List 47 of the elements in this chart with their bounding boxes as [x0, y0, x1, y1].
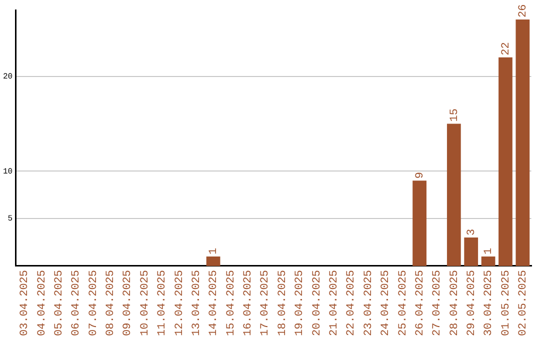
x-tick-label: 09.04.2025	[122, 270, 134, 336]
bar	[464, 238, 478, 266]
x-tick-label: 25.04.2025	[397, 270, 410, 336]
x-tick-label: 24.04.2025	[380, 270, 392, 336]
x-tick-label: 11.04.2025	[156, 270, 169, 336]
data-label: 1	[483, 248, 496, 255]
x-tick-label: 20.04.2025	[311, 270, 324, 336]
data-label: 1	[208, 248, 220, 255]
x-tick-label: 05.04.2025	[53, 270, 66, 336]
data-label: 22	[500, 42, 512, 56]
x-tick-label: 30.04.2025	[483, 270, 496, 336]
x-tick-label: 03.04.2025	[19, 270, 32, 336]
x-tick-label: 15.04.2025	[225, 270, 238, 336]
x-tick-label: 18.04.2025	[276, 270, 289, 336]
x-tick-label: 06.04.2025	[70, 270, 83, 336]
x-tick-label: 19.04.2025	[294, 270, 306, 336]
x-tick-label: 02.05.2025	[518, 270, 530, 336]
bar	[481, 256, 496, 266]
bar	[206, 256, 220, 266]
data-label: 3	[466, 228, 478, 236]
bar	[446, 124, 461, 266]
x-tick-label: 10.04.2025	[139, 270, 152, 336]
x-tick-label: 21.04.2025	[328, 270, 340, 336]
x-tick-label: 13.04.2025	[190, 270, 203, 336]
data-label: 15	[448, 108, 461, 122]
y-tick-label: 5	[8, 214, 13, 224]
x-tick-label: 12.04.2025	[174, 270, 186, 336]
data-label: 26	[518, 4, 530, 18]
x-tick-label: 16.04.2025	[242, 270, 255, 336]
bar	[498, 57, 512, 266]
y-tick-label: 10	[2, 167, 13, 176]
x-tick-label: 26.04.2025	[414, 270, 426, 336]
bar	[412, 180, 426, 266]
bar	[516, 19, 530, 266]
x-tick-label: 28.04.2025	[448, 270, 461, 336]
x-tick-label: 04.04.2025	[36, 270, 48, 336]
x-tick-label: 23.04.2025	[362, 270, 375, 336]
x-tick-label: 17.04.2025	[260, 270, 272, 336]
x-tick-label: 29.04.2025	[466, 270, 478, 336]
x-tick-label: 08.04.2025	[105, 270, 118, 336]
y-tick-label: 20	[2, 72, 13, 82]
x-tick-label: 01.05.2025	[500, 270, 512, 336]
x-tick-label: 07.04.2025	[88, 270, 100, 336]
data-label: 9	[414, 172, 426, 179]
x-tick-label: 27.04.2025	[432, 270, 444, 336]
x-tick-label: 14.04.2025	[208, 270, 220, 336]
x-tick-label: 22.04.2025	[346, 270, 358, 336]
